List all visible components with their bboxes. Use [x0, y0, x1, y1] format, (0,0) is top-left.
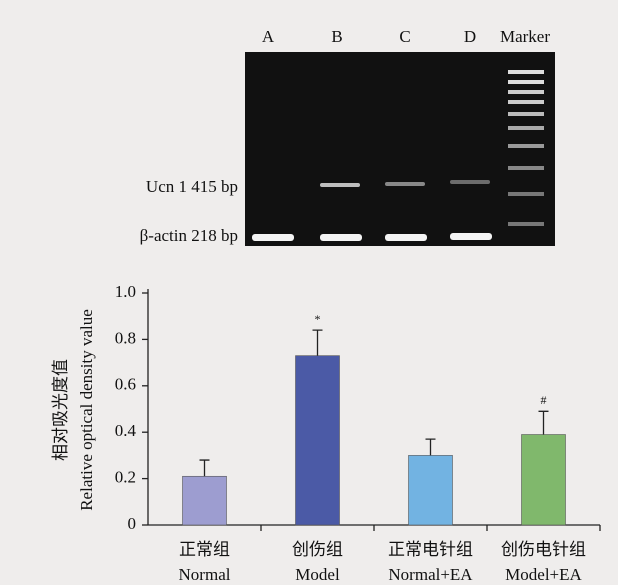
band-label: Ucn 1 415 bp	[146, 177, 238, 196]
y-axis-label: Relative optical density value	[77, 309, 96, 511]
x-tick-label: Model	[295, 565, 340, 584]
x-tick-label: Normal+EA	[388, 565, 473, 584]
y-tick-label: 1.0	[115, 282, 136, 301]
y-tick-label: 0.2	[115, 468, 136, 487]
significance-mark: #	[541, 393, 547, 407]
band-label: β-actin 218 bp	[140, 226, 238, 245]
significance-mark: *	[315, 312, 321, 326]
lane-label: Marker	[500, 27, 550, 46]
x-tick-label: 创伤电针组	[501, 540, 586, 559]
y-axis-label: 相对吸光度值	[51, 359, 70, 461]
lane-label: D	[464, 27, 476, 46]
y-tick-label: 0.4	[115, 421, 137, 440]
figure: A B C D Marker Ucn 1 415 bp β-actin 218 bp 0 0.2…	[0, 0, 618, 585]
x-tick-label: Normal	[179, 565, 231, 584]
x-tick-label: Model+EA	[505, 565, 582, 584]
y-tick-label: 0.8	[115, 328, 136, 347]
lane-label: B	[331, 27, 342, 46]
y-tick-label: 0	[128, 514, 137, 533]
x-tick-label: 创伤组	[292, 540, 343, 559]
bar	[296, 356, 340, 525]
bar	[183, 476, 227, 525]
bar	[409, 455, 453, 525]
lane-label: C	[399, 27, 410, 46]
x-tick-label: 正常电针组	[388, 540, 473, 559]
lane-label: A	[262, 27, 275, 46]
bar	[522, 435, 566, 525]
y-tick-label: 0.6	[115, 375, 136, 394]
x-tick-label: 正常组	[179, 540, 230, 559]
